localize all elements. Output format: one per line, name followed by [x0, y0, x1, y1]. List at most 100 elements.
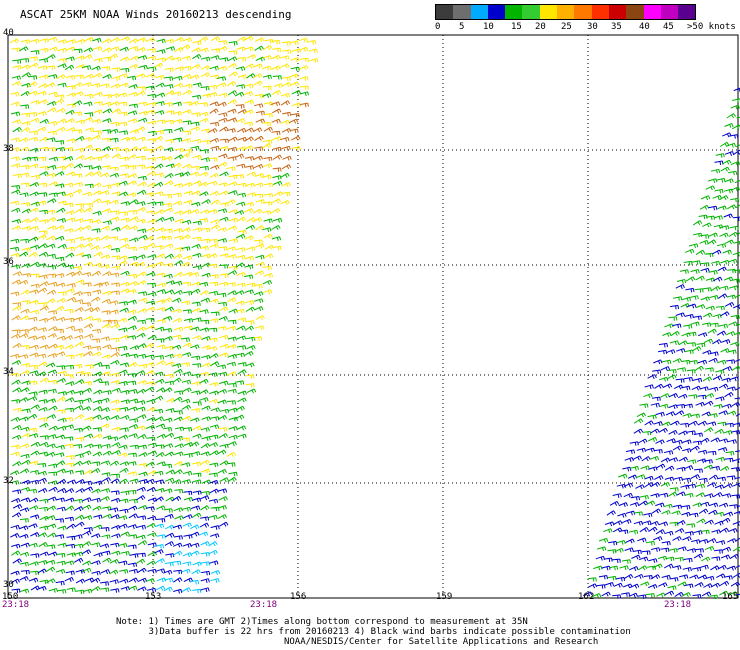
wind-barb [45, 82, 56, 88]
wind-barb [155, 74, 165, 80]
wind-barb [64, 424, 74, 430]
wind-barb [19, 46, 29, 52]
wind-barb [668, 491, 678, 497]
wind-barb [10, 444, 21, 450]
wind-barb [200, 56, 211, 62]
wind-barb [270, 101, 281, 107]
wind-barb [656, 463, 666, 469]
wind-barb [138, 364, 148, 369]
wind-barb [644, 475, 654, 481]
wind-barb [93, 371, 103, 377]
wind-barb [136, 201, 146, 206]
wind-barb [18, 397, 29, 403]
wind-barb [209, 434, 219, 440]
wind-barb [9, 200, 20, 206]
wind-barb [127, 289, 137, 295]
wind-barb [718, 323, 728, 329]
wind-barb [127, 180, 137, 186]
wind-barb [138, 234, 148, 240]
wind-barb [245, 224, 256, 230]
wind-barb [66, 39, 76, 44]
wind-barb [162, 297, 173, 303]
wind-barb [145, 425, 156, 430]
wind-barb [56, 506, 66, 512]
wind-barb [162, 202, 172, 208]
wind-barb [19, 518, 29, 523]
wind-barb [73, 173, 83, 178]
wind-barb [280, 63, 290, 69]
wind-barb [28, 433, 39, 438]
wind-barb [84, 93, 94, 99]
wind-barb [714, 549, 723, 554]
wind-barb [724, 123, 734, 128]
wind-barb [729, 285, 739, 291]
wind-barb [55, 225, 65, 231]
wind-barb [730, 581, 740, 587]
wind-barb [118, 180, 128, 186]
wind-barb [163, 128, 173, 134]
wind-barb [91, 118, 102, 124]
wind-barb [110, 372, 120, 378]
wind-barb [237, 345, 247, 350]
wind-barb [665, 556, 675, 562]
wind-barb [669, 340, 680, 346]
wind-barb [84, 333, 94, 339]
wind-barb [164, 541, 175, 547]
wind-barb [282, 49, 292, 54]
wind-barb [127, 461, 137, 466]
wind-barb [28, 316, 38, 322]
wind-barb [210, 224, 220, 230]
wind-barb [82, 282, 92, 287]
wind-barb [37, 568, 47, 574]
wind-barb [73, 460, 83, 466]
wind-barb [110, 347, 120, 352]
wind-barb [678, 574, 689, 580]
wind-barb [102, 390, 112, 395]
wind-barb [733, 269, 740, 274]
wind-barb [669, 487, 679, 492]
wind-barb [696, 342, 706, 348]
wind-barb [649, 520, 660, 526]
wind-barb [18, 137, 29, 143]
wind-barb [37, 463, 47, 468]
wind-barb [101, 310, 111, 315]
wind-barb [164, 561, 174, 567]
wind-barb [21, 380, 31, 386]
legend-swatch [470, 5, 488, 19]
wind-barb [155, 82, 165, 88]
wind-barb [613, 582, 623, 588]
wind-barb [191, 497, 202, 503]
wind-barb [118, 260, 128, 266]
wind-barb [659, 403, 669, 409]
wind-barb [102, 513, 113, 519]
wind-barb [711, 529, 721, 534]
wind-barb-swaths [9, 35, 740, 600]
wind-barb [254, 270, 265, 276]
wind-barb [127, 452, 137, 458]
wind-barb [9, 372, 20, 378]
wind-barb [37, 126, 47, 132]
wind-barb [48, 91, 59, 97]
wind-barb [713, 215, 723, 221]
wind-barb [127, 380, 137, 386]
wind-barb [101, 323, 111, 329]
wind-barb [587, 577, 597, 582]
wind-barb [20, 289, 31, 295]
wind-barb [145, 192, 155, 197]
wind-barb [20, 127, 31, 133]
wind-barb [219, 216, 229, 222]
wind-barb [192, 227, 203, 233]
wind-barb [56, 298, 67, 304]
wind-barb [625, 538, 635, 544]
wind-barb [682, 567, 692, 572]
wind-barb [164, 289, 175, 295]
wind-barb [145, 109, 156, 115]
wind-barb [118, 255, 128, 261]
wind-barb [726, 359, 736, 364]
wind-barb [119, 427, 129, 432]
wind-barb [74, 341, 85, 347]
wind-barb [83, 323, 94, 329]
wind-barb [55, 235, 65, 241]
wind-barb [733, 87, 740, 93]
wind-barb [227, 254, 237, 259]
